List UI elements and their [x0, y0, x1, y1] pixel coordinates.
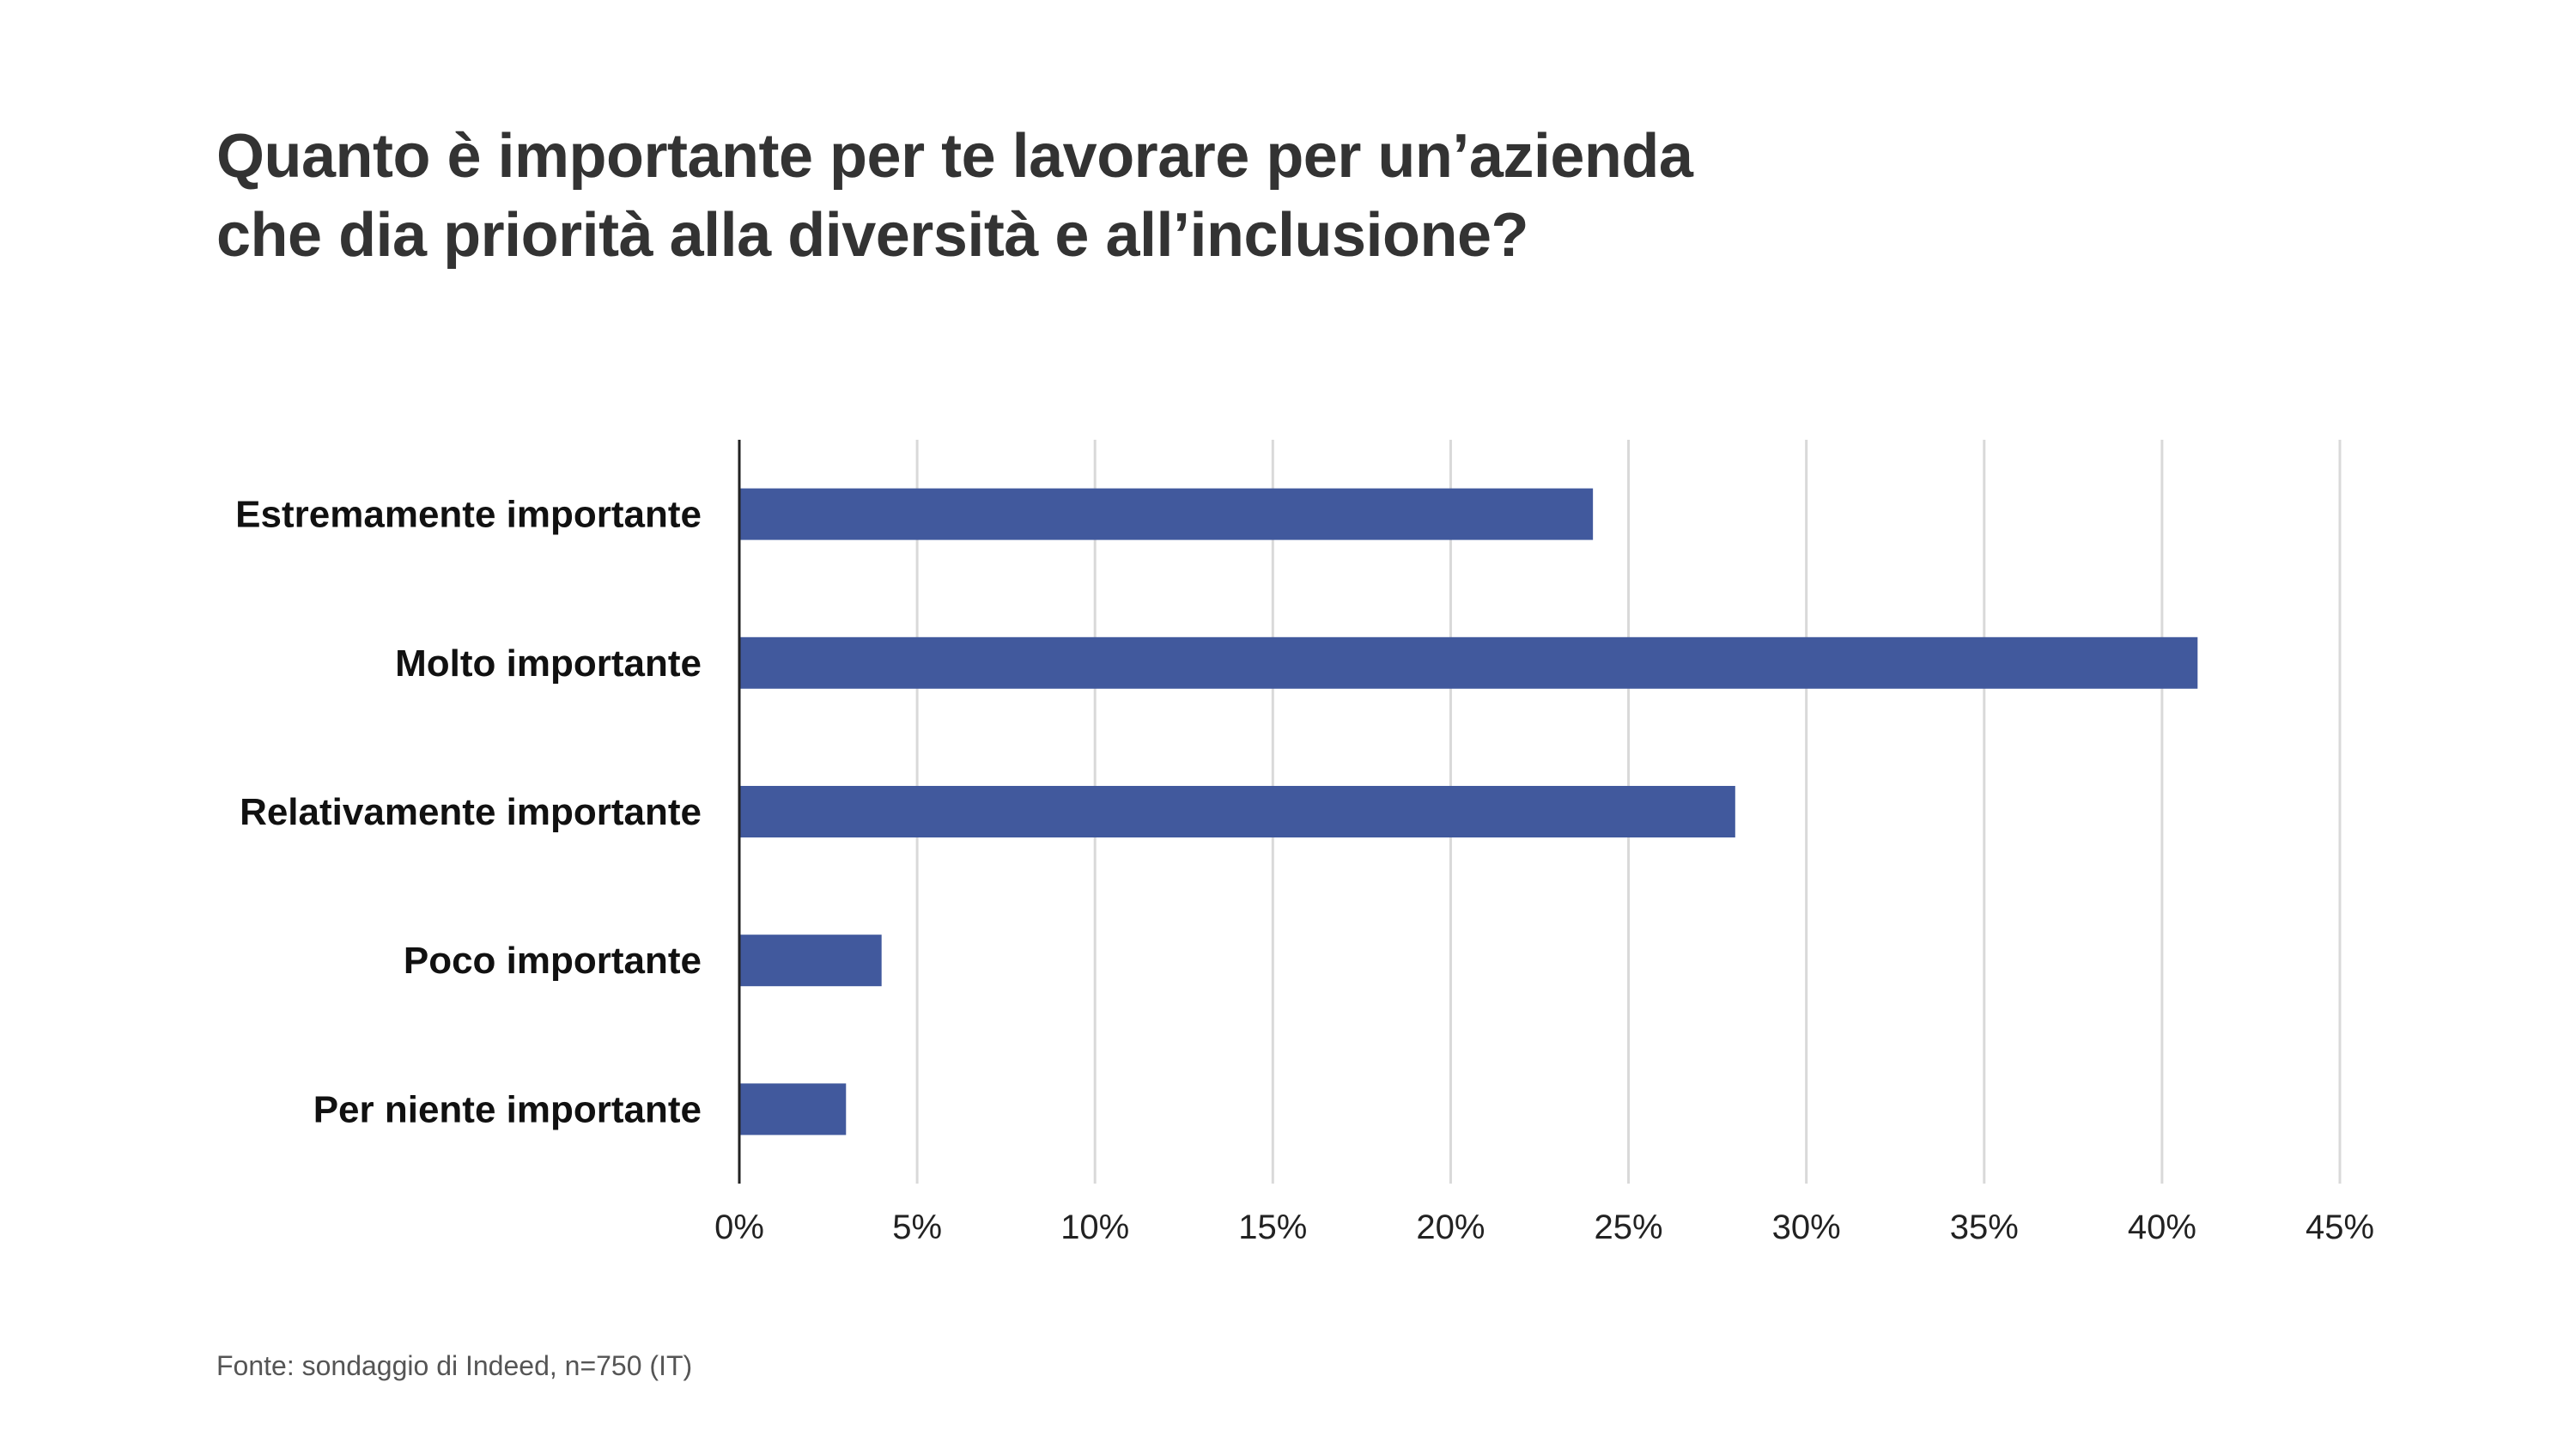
- category-label-5: Per niente importante: [313, 1088, 702, 1130]
- x-tick-label-0: 0%: [714, 1209, 764, 1246]
- x-tick-label-5: 5%: [892, 1209, 942, 1246]
- x-tick-label-25: 25%: [1595, 1209, 1663, 1246]
- x-tick-label-35: 35%: [1950, 1209, 2019, 1246]
- category-label-2: Molto importante: [395, 642, 702, 685]
- bar-1: [739, 488, 1594, 540]
- bars: [739, 488, 2198, 1135]
- x-tick-label-45: 45%: [2306, 1209, 2374, 1246]
- bar-4: [739, 935, 882, 987]
- chart-title: Quanto è importante per te lavorare per …: [216, 117, 2191, 275]
- x-tick-label-10: 10%: [1060, 1209, 1129, 1246]
- x-tick-label-20: 20%: [1416, 1209, 1485, 1246]
- bar-3: [739, 786, 1735, 837]
- category-labels: Estremamente importante Molto importante R…: [235, 494, 702, 1131]
- chart-title-line-1: Quanto è importante per te lavorare per …: [216, 122, 1693, 191]
- x-tick-label-40: 40%: [2128, 1209, 2196, 1246]
- category-label-3: Relativamente importante: [240, 791, 702, 833]
- bar-2: [739, 636, 2198, 689]
- category-label-4: Poco importante: [404, 940, 702, 982]
- chart-title-line-2: che dia priorità alla diversità e all’in…: [216, 201, 1529, 270]
- x-tick-label-30: 30%: [1772, 1209, 1841, 1246]
- source-note: Fonte: sondaggio di Indeed, n=750 (IT): [216, 1350, 693, 1381]
- category-label-1: Estremamente importante: [235, 494, 702, 536]
- tick-labels: 0% 5% 10% 15% 20% 25% 30% 35% 40% 45%: [714, 1209, 2374, 1246]
- bar-5: [739, 1083, 847, 1135]
- x-tick-label-15: 15%: [1238, 1209, 1307, 1246]
